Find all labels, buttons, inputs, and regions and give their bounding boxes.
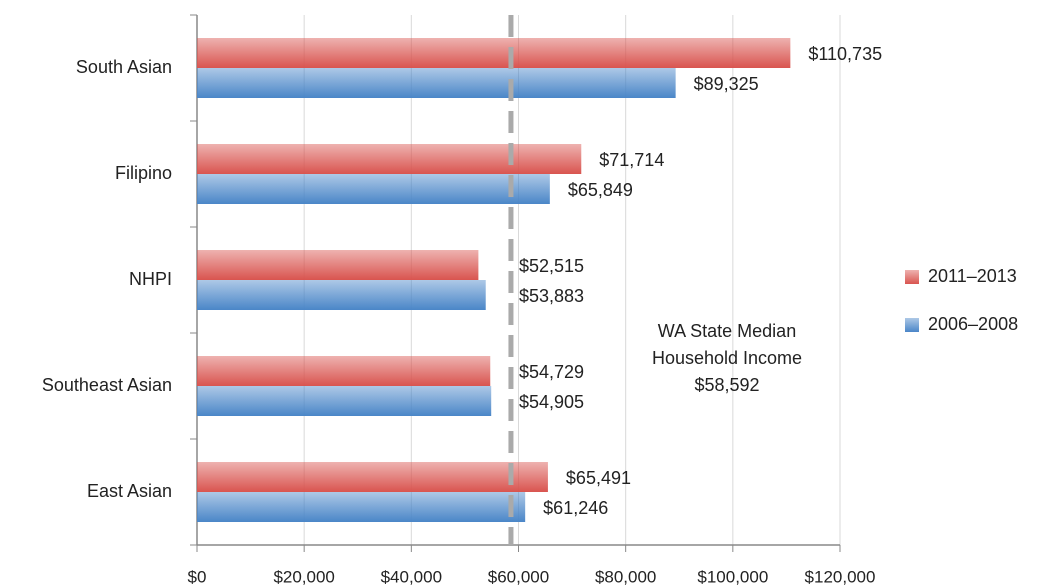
legend-swatch: [905, 270, 919, 284]
y-tick-label: Southeast Asian: [42, 375, 172, 395]
value-label: $61,246: [543, 498, 608, 518]
y-tick-label: South Asian: [76, 57, 172, 77]
bar: [197, 492, 526, 522]
y-tick-label: East Asian: [87, 481, 172, 501]
bar: [197, 38, 791, 68]
bar: [197, 280, 486, 310]
value-label: $65,849: [568, 180, 633, 200]
bar: [197, 462, 548, 492]
value-label: $65,491: [566, 468, 631, 488]
value-label: $52,515: [519, 256, 584, 276]
annotation: $58,592: [694, 375, 759, 395]
bar: [197, 356, 491, 386]
value-label: $71,714: [599, 150, 664, 170]
legend-swatch: [905, 318, 919, 332]
x-tick-label: $120,000: [805, 567, 876, 586]
value-label: $110,735: [808, 44, 882, 64]
legend-label: 2011–2013: [928, 266, 1017, 286]
value-label: $53,883: [519, 286, 584, 306]
annotation: Household Income: [652, 348, 802, 368]
legend-label: 2006–2008: [928, 314, 1018, 334]
bar: [197, 386, 492, 416]
x-tick-label: $0: [188, 567, 207, 586]
annotation: WA State Median: [658, 321, 796, 341]
x-tick-label: $20,000: [273, 567, 334, 586]
bar: [197, 68, 676, 98]
x-tick-label: $100,000: [697, 567, 768, 586]
value-label: $89,325: [694, 74, 759, 94]
bar: [197, 250, 479, 280]
x-tick-label: $40,000: [381, 567, 442, 586]
bar: [197, 174, 550, 204]
x-tick-label: $80,000: [595, 567, 656, 586]
bar: [197, 144, 582, 174]
y-tick-label: NHPI: [129, 269, 172, 289]
value-label: $54,905: [519, 392, 584, 412]
value-label: $54,729: [519, 362, 584, 382]
y-tick-label: Filipino: [115, 163, 172, 183]
x-tick-label: $60,000: [488, 567, 549, 586]
